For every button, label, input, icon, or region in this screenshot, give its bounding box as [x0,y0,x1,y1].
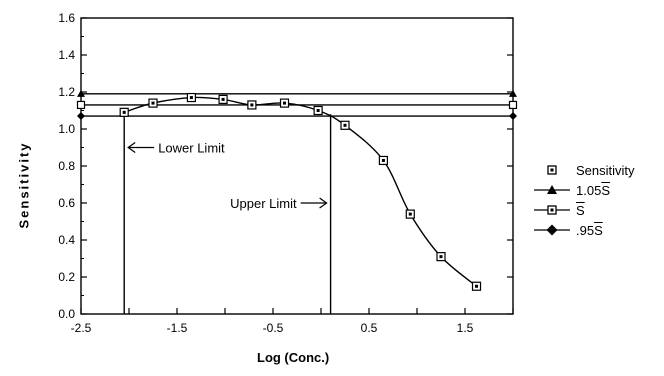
y-tick-label: 0.4 [58,233,75,247]
lower-limit-label: Lower Limit [158,141,225,156]
data-point-dot [316,109,320,112]
data-point [119,107,129,117]
ref-marker-diamond [77,112,85,121]
data-point-dot [475,284,479,288]
data-point-dot [408,212,412,216]
data-point [218,94,228,105]
data-point-dot [283,101,287,105]
x-axis-label: Log (Conc.) [257,350,330,365]
y-tick-label: 0.0 [58,307,75,321]
x-tick-label: 0.5 [361,321,378,335]
data-point-dot [381,158,385,162]
legend-item-.95s: .95S [530,220,635,240]
data-point [279,98,290,108]
legend-label-sensitivity: Sensitivity [576,162,635,178]
data-point-dot [439,255,443,259]
legend-symbol-1.05s [534,185,570,194]
lower-limit-arrowhead [127,142,136,153]
x-tick-label: -2.5 [71,321,92,335]
ref-line-1.05S [77,89,517,97]
upper-limit-label: Upper Limit [230,196,297,211]
legend-item-s: S [530,200,635,220]
data-point [405,209,415,219]
ref-marker-diamond [509,112,517,121]
ref-marker-square [508,100,518,110]
x-tick-label: -0.5 [263,321,284,335]
data-point [378,155,388,166]
data-point-dot [221,97,225,101]
legend-symbol-s [534,205,570,215]
plot-frame [80,17,514,315]
legend-symbol-.95s [534,224,570,236]
x-tick-label: -1.5 [167,321,188,335]
ref-marker-square [76,100,86,110]
y-tick-label: 0.8 [58,159,75,173]
data-point-dot [151,101,155,105]
legend-label-.95s: .95S [576,222,603,238]
data-point-dot [250,103,254,107]
data-point [247,100,257,110]
legend-item-1.05s: 1.05S [530,180,635,200]
data-point [313,105,323,116]
legend-label-s: S [576,202,585,218]
y-axis-label: Sensitivity [16,141,32,229]
y-tick-label: 0.2 [58,270,75,284]
legend: Sensitivity 1.05S S .95S [530,160,635,240]
y-tick-label: 1.2 [58,85,75,99]
ref-marker-triangle [509,89,517,97]
data-point-dot [122,110,126,114]
ref-line-.95S [77,112,517,121]
data-point [436,252,446,262]
data-point-dot [189,96,193,100]
data-point [471,281,482,291]
data-point [340,120,350,130]
ref-marker-triangle [77,89,85,97]
data-point [186,92,196,103]
data-point [148,98,158,108]
sensitivity-curve [123,96,477,287]
y-tick-label: 1.4 [58,48,75,62]
y-tick-label: 0.6 [58,196,75,210]
legend-symbol-sensitivity [547,165,557,175]
y-tick-label: 1.6 [58,11,75,25]
x-tick-label: 1.5 [457,321,474,335]
y-tick-label: 1.0 [58,122,75,136]
legend-label-1.05s: 1.05S [576,182,610,198]
upper-limit-arrowhead [319,197,328,209]
data-point-dot [343,123,347,127]
legend-item-sensitivity: Sensitivity [530,160,635,180]
